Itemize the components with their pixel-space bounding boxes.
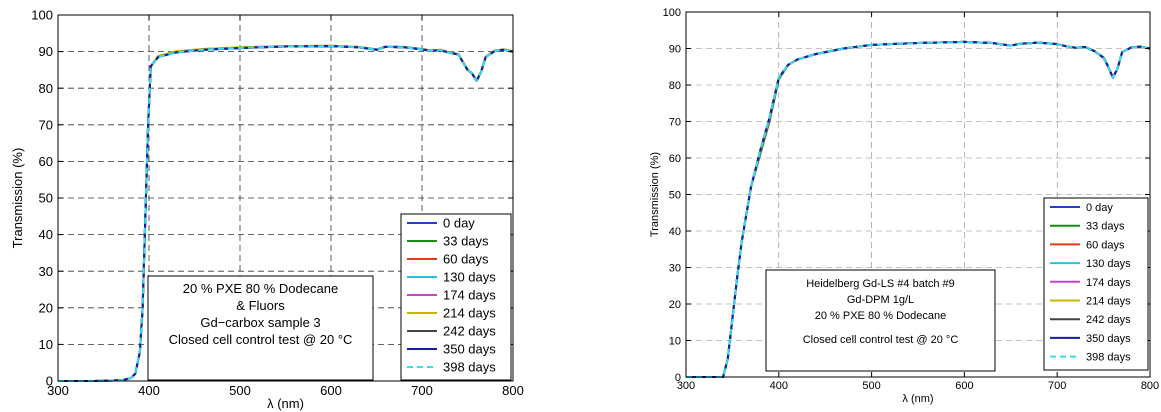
series-lines — [686, 40, 1151, 378]
y-tick-label: 50 — [669, 189, 681, 201]
annotation-line: & Fluors — [236, 298, 285, 313]
legend: 0 day 33 days 60 days 130 days 174 days 214 d… — [400, 213, 512, 381]
annotation-box: Heidelberg Gd-LS #4 batch #9 Gd-DPM 1g/L 2… — [765, 269, 996, 372]
y-tick-label: 10 — [669, 335, 681, 347]
y-tick-label: 70 — [669, 116, 681, 128]
x-tick-label: 800 — [502, 383, 524, 398]
legend-label: 350 days — [1086, 333, 1131, 345]
legend-label: 398 days — [443, 360, 496, 375]
grid-lines — [58, 15, 513, 381]
legend-label: 398 days — [1086, 352, 1131, 364]
x-tick-label: 400 — [770, 380, 788, 392]
y-tick-label: 10 — [39, 337, 53, 352]
series-line — [58, 45, 514, 382]
y-tick-label: 0 — [46, 374, 53, 389]
legend-label: 350 days — [443, 342, 496, 357]
x-tick-label: 700 — [411, 383, 433, 398]
ticks: 300 400 500 600 700 800 0 10 20 30 40 50 60 70 80 90 100 — [31, 8, 524, 398]
legend-label: 0 day — [1086, 202, 1113, 214]
x-tick-label: 400 — [138, 383, 160, 398]
y-tick-label: 20 — [39, 300, 53, 315]
legend-label: 33 days — [443, 234, 489, 249]
legend-label: 60 days — [443, 252, 489, 267]
y-tick-label: 20 — [669, 299, 681, 311]
y-tick-label: 70 — [39, 117, 53, 132]
annotation-box: 20 % PXE 80 % Dodecane & Fluors Gd−carbox … — [147, 275, 374, 381]
legend-label: 242 days — [443, 324, 496, 339]
y-axis-label: Transmission (%) — [649, 152, 661, 237]
legend: 0 day 33 days 60 days 130 days 174 days 214 d… — [1043, 197, 1149, 371]
y-tick-label: 60 — [39, 154, 53, 169]
chart-2: 300 400 500 600 700 800 0 10 20 30 40 50 60 70 80 90 100… — [649, 7, 1159, 405]
y-tick-label: 80 — [39, 81, 53, 96]
x-axis-label: λ (nm) — [902, 393, 933, 405]
annotation-line: Closed cell control test @ 20 °C — [169, 332, 353, 347]
legend-label: 33 days — [1086, 221, 1125, 233]
series-line — [686, 40, 1151, 378]
annotation-line: Gd-DPM 1g/L — [847, 294, 914, 306]
x-tick-label: 300 — [47, 383, 69, 398]
x-tick-label: 500 — [862, 380, 880, 392]
annotation-frame — [765, 269, 996, 372]
legend-label: 242 days — [1086, 314, 1131, 326]
legend-label: 214 days — [1086, 295, 1131, 307]
annotation-line: Gd−carbox sample 3 — [200, 315, 320, 330]
annotation-line: 20 % PXE 80 % Dodecane — [183, 281, 338, 296]
legend-label: 174 days — [443, 288, 496, 303]
legend-label: 214 days — [443, 306, 496, 321]
annotation-line: 20 % PXE 80 % Dodecane — [815, 310, 946, 322]
x-tick-label: 600 — [320, 383, 342, 398]
x-axis-label: λ (nm) — [267, 396, 304, 411]
y-tick-label: 90 — [669, 43, 681, 55]
annotation-line: Closed cell control test @ 20 °C — [803, 334, 959, 346]
y-tick-label: 40 — [39, 227, 53, 242]
legend-label: 130 days — [443, 270, 496, 285]
x-tick-label: 700 — [1048, 380, 1066, 392]
y-tick-label: 30 — [669, 262, 681, 274]
legend-label: 130 days — [1086, 258, 1131, 270]
y-tick-label: 50 — [39, 191, 53, 206]
y-tick-label: 100 — [31, 8, 53, 23]
y-tick-label: 80 — [669, 80, 681, 92]
y-tick-label: 60 — [669, 153, 681, 165]
legend-label: 60 days — [1086, 239, 1125, 251]
y-tick-label: 100 — [663, 7, 681, 19]
x-tick-label: 800 — [1141, 380, 1159, 392]
y-axis-label: Transmission (%) — [10, 148, 25, 249]
y-tick-label: 30 — [39, 264, 53, 279]
annotation-line: Heidelberg Gd-LS #4 batch #9 — [806, 278, 955, 290]
y-tick-label: 0 — [675, 372, 681, 384]
legend-label: 0 day — [443, 216, 475, 231]
x-tick-label: 500 — [229, 383, 251, 398]
series-lines — [58, 44, 514, 382]
x-tick-label: 300 — [677, 380, 695, 392]
y-tick-label: 90 — [39, 44, 53, 59]
chart-1: 300 400 500 600 700 800 0 10 20 30 40 50 60 70 80 90 100… — [10, 8, 524, 411]
legend-label: 174 days — [1086, 277, 1131, 289]
x-tick-label: 600 — [955, 380, 973, 392]
annotation-frame — [147, 275, 374, 381]
y-tick-label: 40 — [669, 226, 681, 238]
